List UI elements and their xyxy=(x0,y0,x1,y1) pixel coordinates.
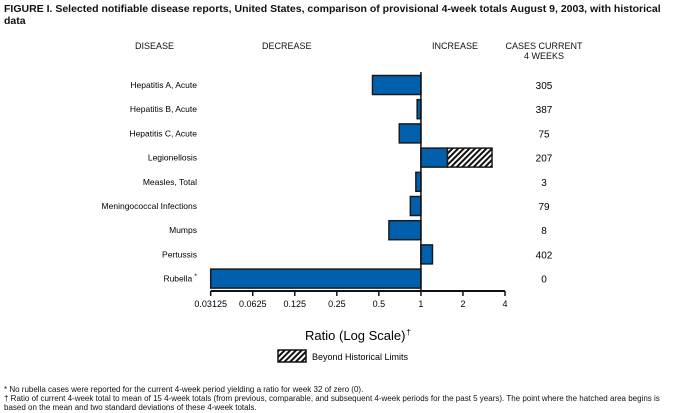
x-tick-label: 0.25 xyxy=(328,299,346,309)
footnote-ratio: † Ratio of current 4-week total to mean … xyxy=(4,394,660,412)
cases-value: 0 xyxy=(541,275,547,286)
category-label: Hepatitis A, Acute xyxy=(130,80,197,90)
header-disease: DISEASE xyxy=(135,41,175,51)
x-tick-label: 1 xyxy=(418,299,423,309)
category-label: Hepatitis B, Acute xyxy=(130,104,197,114)
bar-beyond-limits xyxy=(446,147,493,168)
bar xyxy=(420,147,449,168)
bar xyxy=(420,244,434,265)
header-cases: CASES CURRENT 4 WEEKS xyxy=(505,41,583,61)
x-tick-label: 0.5 xyxy=(373,299,386,309)
cases-value: 305 xyxy=(536,81,553,92)
legend-label: Beyond Historical Limits xyxy=(312,352,409,362)
bar xyxy=(415,171,422,193)
x-tick-label: 0.0625 xyxy=(239,299,267,309)
cases-value: 387 xyxy=(536,105,553,116)
legend-swatch-hatched xyxy=(277,349,307,363)
x-tick-label: 0.125 xyxy=(284,299,307,309)
figure-title: FIGURE I. Selected notifiable disease re… xyxy=(4,3,661,27)
bar xyxy=(388,219,422,241)
header-decrease: DECREASE xyxy=(262,41,312,51)
bar-chart: Hepatitis A, Acute 305 Hepatitis B, Acute 3… xyxy=(102,72,553,363)
bar xyxy=(409,195,422,217)
x-tick-label: 4 xyxy=(502,299,507,309)
cases-value: 79 xyxy=(538,202,550,213)
cases-value: 207 xyxy=(536,154,553,165)
category-label: Rubella * xyxy=(163,274,197,284)
bar xyxy=(209,268,422,289)
category-label: Measles, Total xyxy=(143,177,197,187)
x-tick-label: 0.03125 xyxy=(194,299,227,309)
x-tick-label: 2 xyxy=(460,299,465,309)
cases-value: 8 xyxy=(541,226,547,237)
cases-value: 3 xyxy=(541,178,547,189)
category-label: Mumps xyxy=(169,225,197,235)
footnote-rubella: * No rubella cases were reported for the… xyxy=(4,385,364,394)
header-increase: INCREASE xyxy=(432,41,479,51)
bar xyxy=(371,74,422,96)
bar xyxy=(398,123,422,144)
cases-value: 75 xyxy=(538,129,550,140)
category-label: Pertussis xyxy=(162,249,197,259)
category-label: Legionellosis xyxy=(148,153,197,163)
cases-value: 402 xyxy=(536,250,553,261)
x-axis-label: Ratio (Log Scale)† xyxy=(305,328,411,343)
category-label: Hepatitis C, Acute xyxy=(129,128,197,138)
category-label: Meningococcal Infections xyxy=(102,201,197,211)
